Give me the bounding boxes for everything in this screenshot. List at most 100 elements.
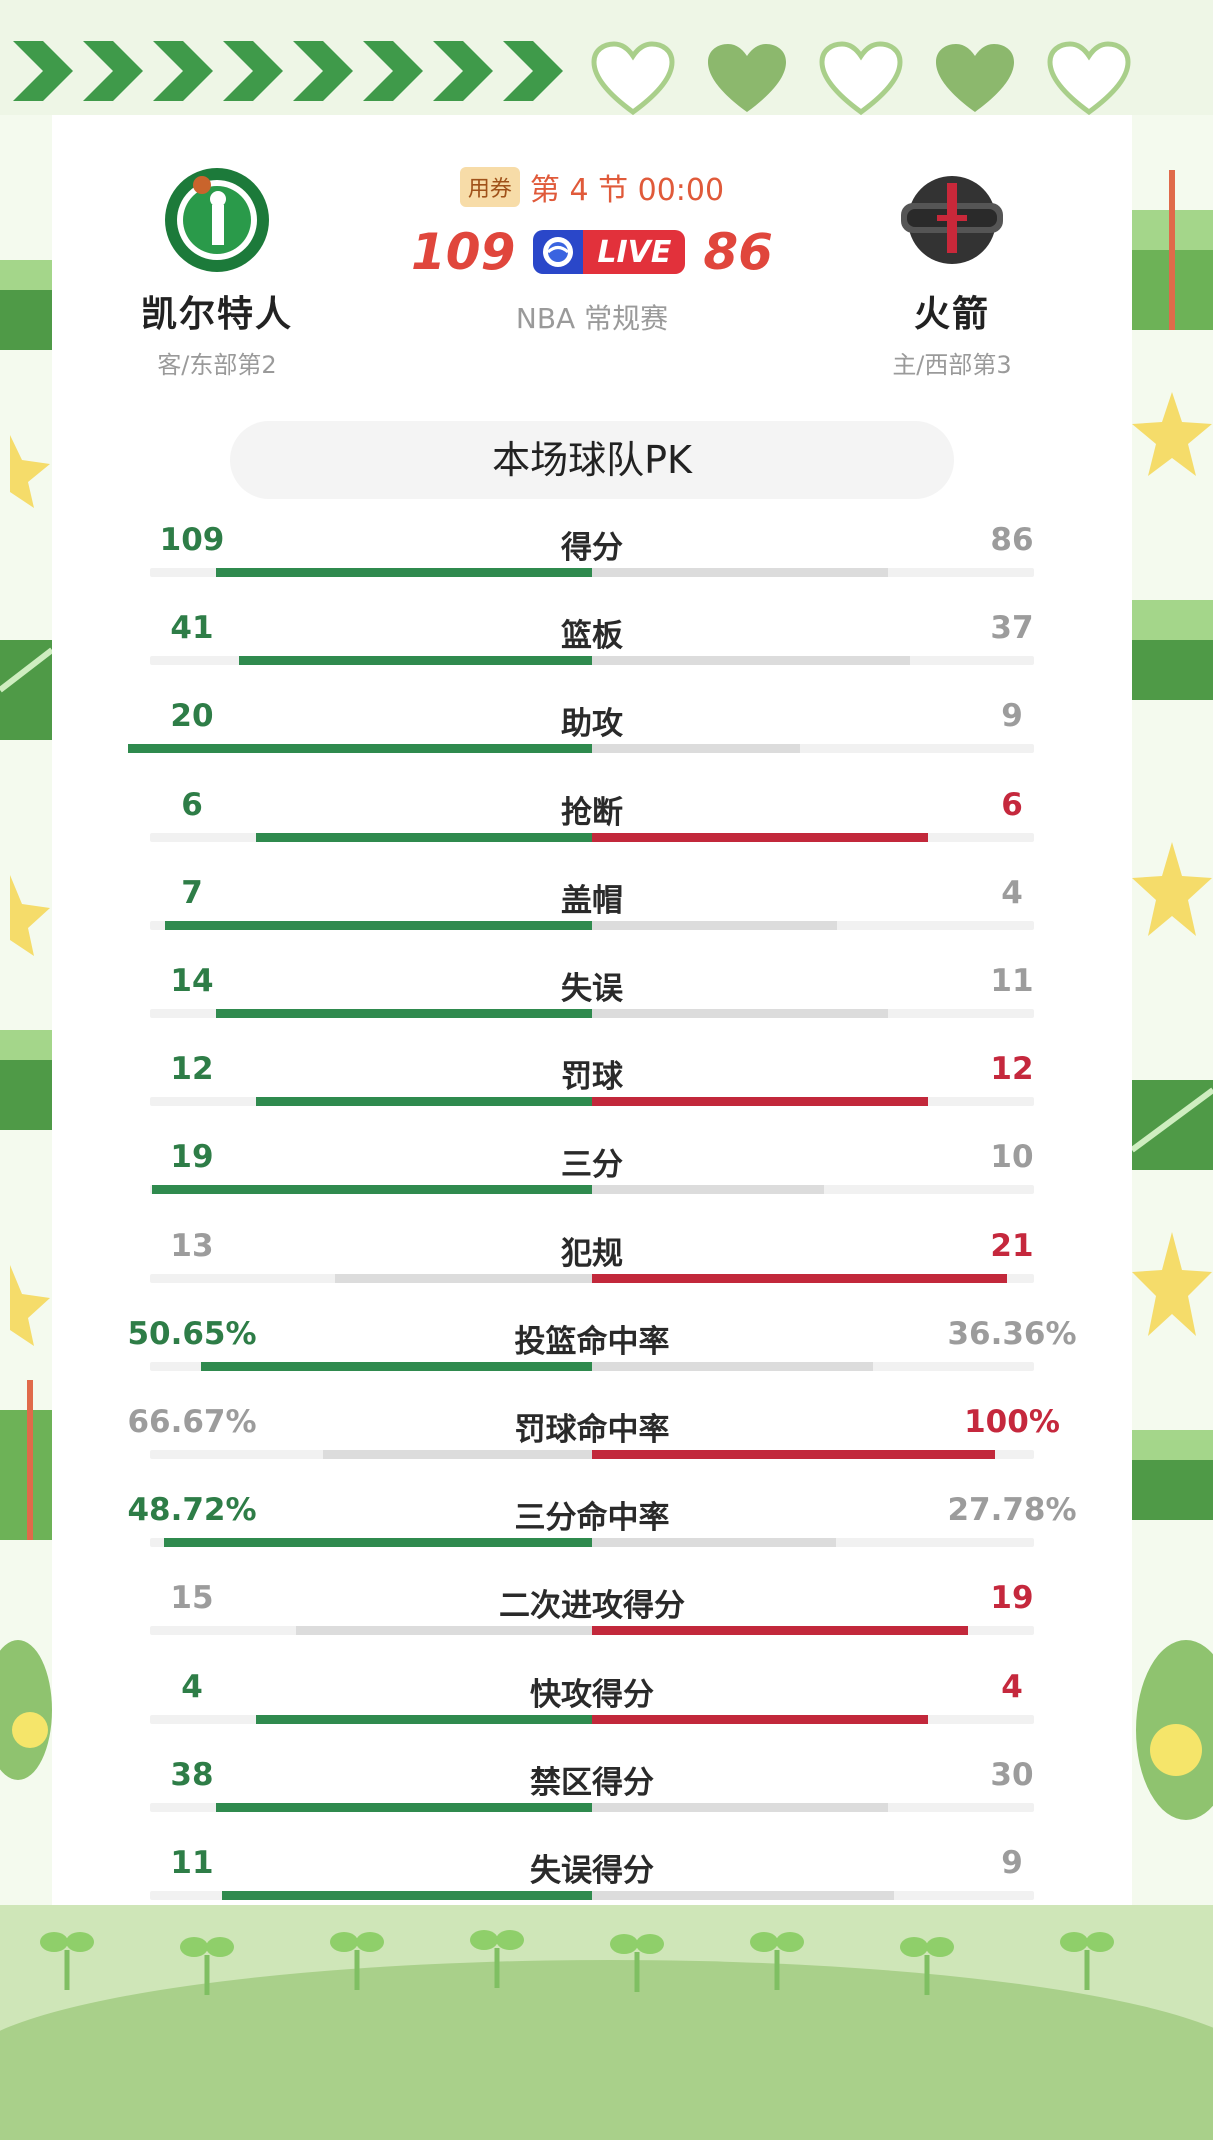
stat-label: 抢断 [561, 795, 623, 831]
home-stat-bar [592, 921, 837, 930]
away-stat-value: 19 [170, 1139, 214, 1175]
away-stat-value: 12 [170, 1051, 214, 1087]
sprout-icon [900, 1937, 954, 1995]
home-stat-value: 19 [990, 1580, 1034, 1616]
home-stat-bar [592, 1538, 836, 1547]
home-stat-value: 4 [1001, 1669, 1023, 1705]
home-stat-bar [592, 656, 910, 665]
stat-label: 失误得分 [530, 1853, 654, 1889]
home-team-standing: 主/西部第3 [892, 351, 1012, 379]
stat-label: 禁区得分 [530, 1765, 654, 1801]
away-stat-value: 4 [181, 1669, 203, 1705]
heart-decoration [590, 40, 1132, 116]
away-team-standing: 客/东部第2 [157, 351, 277, 379]
stat-label: 犯规 [561, 1236, 623, 1272]
gift-icon [1132, 1080, 1213, 1170]
home-stat-value: 21 [990, 1228, 1034, 1264]
stat-label: 盖帽 [561, 883, 623, 919]
stat-label: 三分 [561, 1147, 623, 1183]
home-stat-bar [592, 1185, 824, 1194]
bean-character-icon [0, 1640, 52, 1780]
home-stat-bar [592, 1803, 888, 1812]
away-stat-bar [323, 1450, 592, 1459]
away-stat-value: 48.72% [127, 1492, 257, 1528]
away-stat-value: 38 [170, 1757, 214, 1793]
away-stat-value: 15 [170, 1580, 214, 1616]
away-stat-bar [152, 1185, 592, 1194]
stat-label: 快攻得分 [530, 1677, 654, 1713]
stat-row: 13 犯规 21 [52, 1218, 1132, 1306]
live-badge[interactable]: LIVE [533, 230, 686, 274]
gift-icon [1132, 600, 1213, 700]
home-stat-bar [592, 833, 928, 842]
stat-label: 得分 [561, 530, 623, 566]
match-info: 用券 第 4 节 00:00 109 LIVE 86 NBA 常规赛 [372, 165, 812, 337]
away-stat-value: 6 [181, 787, 203, 823]
away-stat-value: 109 [159, 522, 225, 558]
home-score: 86 [703, 223, 773, 281]
sprout-icon [330, 1932, 384, 1990]
stat-label: 失误 [561, 971, 623, 1007]
heart-filled-icon [708, 44, 786, 112]
away-stat-value: 66.67% [127, 1404, 257, 1440]
away-stat-bar [216, 1803, 592, 1812]
stat-label: 二次进攻得分 [499, 1588, 685, 1624]
live-logo-icon [533, 230, 584, 274]
stat-row: 48.72% 三分命中率 27.78% [52, 1482, 1132, 1570]
home-stat-bar [592, 1097, 928, 1106]
away-stat-bar [222, 1891, 592, 1900]
stat-label: 助攻 [561, 706, 623, 742]
away-stat-value: 41 [170, 610, 214, 646]
gift-icon [0, 1380, 52, 1540]
home-stat-value: 27.78% [947, 1492, 1077, 1528]
home-stat-value: 9 [1001, 698, 1023, 734]
live-label: LIVE [583, 230, 686, 274]
sprout-icon [470, 1930, 524, 1988]
sprout-icon [180, 1937, 234, 1995]
home-stat-value: 37 [990, 610, 1034, 646]
league-label: NBA 常规赛 [515, 302, 669, 335]
stat-label: 篮板 [561, 618, 623, 654]
stat-label: 投篮命中率 [514, 1324, 670, 1360]
home-stat-bar [592, 744, 800, 753]
stat-row: 41 篮板 37 [52, 600, 1132, 688]
sprout-icon [1060, 1932, 1114, 1990]
away-stat-value: 50.65% [127, 1316, 257, 1352]
sprout-icon [40, 1932, 94, 1990]
sprout-icon [750, 1932, 804, 1990]
stat-row: 50.65% 投篮命中率 36.36% [52, 1306, 1132, 1394]
away-stat-bar [164, 1538, 592, 1547]
stat-row: 20 助攻 9 [52, 688, 1132, 776]
away-stat-bar [216, 1009, 592, 1018]
celtics-logo-icon [165, 168, 269, 272]
stat-row: 109 得分 86 [52, 512, 1132, 600]
home-team[interactable]: 火箭 主/西部第3 [832, 165, 1072, 380]
stat-row: 15 二次进攻得分 19 [52, 1570, 1132, 1658]
coupon-badge[interactable]: 用券 [459, 167, 520, 207]
stat-row: 4 快攻得分 4 [52, 1659, 1132, 1747]
away-score: 109 [411, 223, 516, 281]
gift-icon [1132, 170, 1213, 330]
home-stat-bar [592, 1715, 928, 1724]
stat-row: 19 三分 10 [52, 1129, 1132, 1217]
away-team[interactable]: 凯尔特人 客/东部第2 [97, 165, 337, 380]
home-stat-value: 9 [1001, 1845, 1023, 1881]
heart-filled-icon [936, 44, 1014, 112]
stat-label: 三分命中率 [514, 1500, 670, 1536]
away-stat-bar [128, 744, 592, 753]
away-stat-value: 7 [181, 875, 203, 911]
period-clock: 第 4 节 00:00 [529, 173, 725, 208]
home-stat-bar [592, 1450, 995, 1459]
pk-title: 本场球队PK [230, 421, 954, 499]
chevron-decoration [8, 36, 568, 106]
sprout-icon [610, 1934, 664, 1992]
stat-row: 38 禁区得分 30 [52, 1747, 1132, 1835]
heart-outline-icon [819, 41, 903, 116]
home-stat-value: 36.36% [947, 1316, 1077, 1352]
stat-row: 11 失误得分 9 [52, 1835, 1132, 1923]
home-stat-value: 30 [990, 1757, 1034, 1793]
home-stat-value: 10 [990, 1139, 1034, 1175]
away-stat-bar [201, 1362, 592, 1371]
heart-outline-icon [591, 41, 675, 116]
home-stat-bar [592, 1274, 1007, 1283]
